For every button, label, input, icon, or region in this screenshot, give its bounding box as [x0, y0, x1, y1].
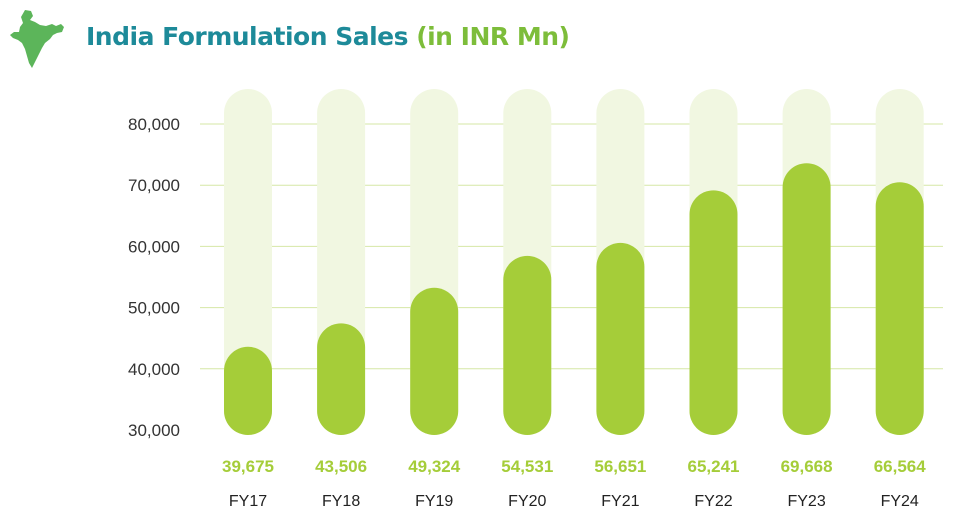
- x-tick-label: FY22: [694, 493, 732, 510]
- value-label: 43,506: [315, 457, 367, 476]
- x-tick-label: FY17: [229, 493, 267, 510]
- bar-fy24: [875, 182, 924, 435]
- bar-fy22: [689, 190, 738, 435]
- bar-fy23: [782, 163, 831, 435]
- bar-fy21: [596, 242, 645, 435]
- title-main: India Formulation Sales: [86, 22, 417, 51]
- x-tick-label: FY19: [415, 493, 453, 510]
- y-tick-label: 60,000: [128, 237, 180, 256]
- value-label: 49,324: [408, 457, 461, 476]
- x-tick-label: FY21: [601, 493, 639, 510]
- y-tick-label: 80,000: [128, 115, 180, 134]
- y-tick-label: 30,000: [128, 421, 180, 440]
- header: India Formulation Sales (in INR Mn): [0, 0, 968, 80]
- y-tick-label: 40,000: [128, 360, 180, 379]
- value-label: 56,651: [594, 457, 646, 476]
- bar-fy17: [224, 346, 272, 435]
- x-tick-label: FY24: [881, 493, 919, 510]
- value-label: 66,564: [874, 457, 927, 476]
- bars: [224, 163, 924, 435]
- y-axis: 30,000 40,000 50,000 60,000 70,000 80,000: [128, 115, 180, 440]
- india-map-icon: [10, 10, 64, 68]
- value-labels: 39,675 43,506 49,324 54,531 56,651 65,241 69,6…: [222, 457, 926, 476]
- value-label: 69,668: [781, 457, 833, 476]
- y-tick-label: 50,000: [128, 299, 180, 318]
- value-label: 39,675: [222, 457, 274, 476]
- gridlines: [200, 123, 943, 370]
- y-tick-label: 70,000: [128, 176, 180, 195]
- bar-track: [224, 89, 272, 435]
- value-label: 54,531: [501, 457, 553, 476]
- title-unit: (in INR Mn): [416, 22, 570, 51]
- bar-fy20: [503, 255, 552, 435]
- value-label: 65,241: [688, 457, 740, 476]
- x-tick-label: FY23: [787, 493, 825, 510]
- bar-fy19: [410, 287, 459, 435]
- x-tick-label: FY18: [322, 493, 360, 510]
- x-tick-label: FY20: [508, 493, 546, 510]
- chart-title: India Formulation Sales (in INR Mn): [86, 22, 570, 51]
- x-axis: FY17 FY18 FY19 FY20 FY21 FY22 FY23 FY24: [229, 493, 919, 510]
- bar-fy18: [317, 323, 366, 435]
